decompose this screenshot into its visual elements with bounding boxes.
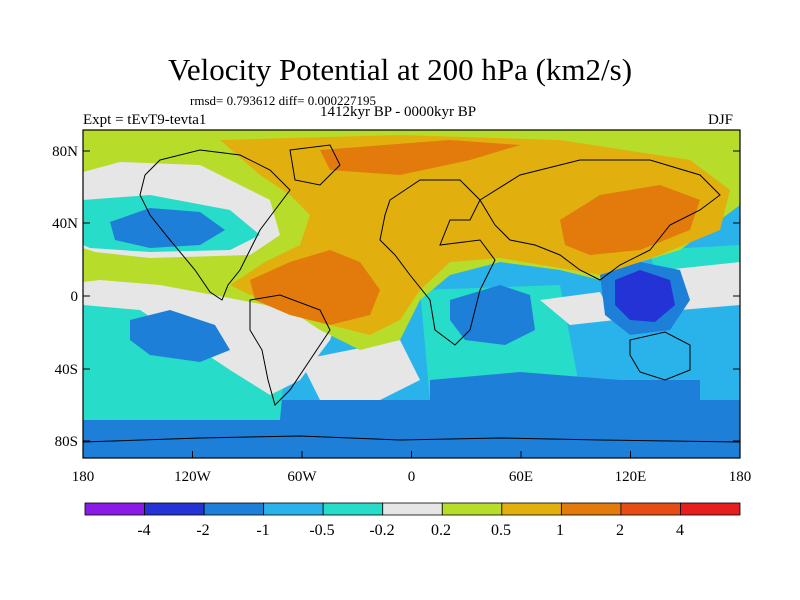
coast-greenland [289, 144, 341, 186]
lat-ticks [83, 150, 740, 442]
colorbar-swatch [84, 502, 145, 516]
period-label: 1412kyr BP - 0000kyr BP [320, 104, 477, 120]
field-dark-arctic [320, 140, 520, 175]
colorbar-swatch [263, 502, 324, 516]
season-label: DJF [708, 112, 734, 128]
lon-label-60e: 60E [509, 469, 533, 485]
colorbar-swatch [144, 502, 205, 516]
colorbar-label: -0.2 [369, 522, 394, 539]
colorbar-labels: -4 -2 -1 -0.5 -0.2 0.2 0.5 1 2 4 [137, 522, 684, 539]
contour-field [83, 130, 740, 458]
colorbar-swatch [322, 502, 384, 516]
colorbar-swatch [560, 502, 622, 516]
field-gray-satl [300, 340, 420, 400]
field-gray-ind [540, 292, 615, 325]
lon-label-180e: 180 [729, 469, 752, 485]
coast-asia [479, 159, 721, 281]
coastlines [83, 144, 740, 443]
field-dark-asia [560, 185, 700, 255]
stats-text: rmsd= 0.793612 diff= 0.000227195 [190, 93, 376, 108]
field-neg-npac [110, 208, 225, 248]
lat-label-40s: 40S [55, 362, 78, 378]
field-neg-sind [430, 372, 700, 400]
colorbar [84, 502, 741, 516]
lat-label-80n: 80N [52, 144, 78, 160]
page-title: Velocity Potential at 200 hPa (km2/s) [167, 52, 633, 87]
colorbar-label: -4 [137, 522, 150, 539]
colorbar-swatch [382, 502, 443, 516]
lon-label-0: 0 [408, 469, 416, 485]
coast-north-america [139, 149, 291, 301]
lon-label-120e: 120E [615, 469, 647, 485]
experiment-label: Expt = tEvT9-tevta1 [83, 112, 207, 128]
colorbar-swatch [620, 502, 681, 516]
colorbar-label: 2 [616, 522, 624, 539]
colorbar-swatch [203, 502, 265, 516]
lon-label-60w: 60W [287, 469, 317, 485]
coast-south-america [249, 294, 331, 406]
colorbar-swatch [441, 502, 503, 516]
field-neg-mc2 [615, 270, 675, 322]
colorbar-label: 0.5 [491, 522, 511, 539]
colorbar-label: -1 [256, 522, 269, 539]
field-neg-spac [130, 310, 230, 362]
lat-label-0: 0 [71, 289, 79, 305]
lat-label-40n: 40N [52, 216, 78, 232]
lon-label-180w: 180 [72, 469, 95, 485]
lat-label-80s: 80S [55, 434, 78, 450]
lon-label-120w: 120W [174, 469, 212, 485]
colorbar-label: 1 [556, 522, 564, 539]
field-dark-amer [250, 250, 380, 325]
colorbar-swatch [680, 502, 741, 516]
colorbar-label: 0.2 [431, 522, 451, 539]
coast-australia [629, 331, 691, 381]
colorbar-label: -2 [196, 522, 209, 539]
colorbar-label: 4 [676, 522, 684, 539]
lon-ticks [82, 451, 741, 458]
coast-antarctica [83, 435, 740, 443]
colorbar-swatch [501, 502, 562, 516]
colorbar-label: -0.5 [309, 522, 334, 539]
field-neg-ind [450, 285, 535, 345]
